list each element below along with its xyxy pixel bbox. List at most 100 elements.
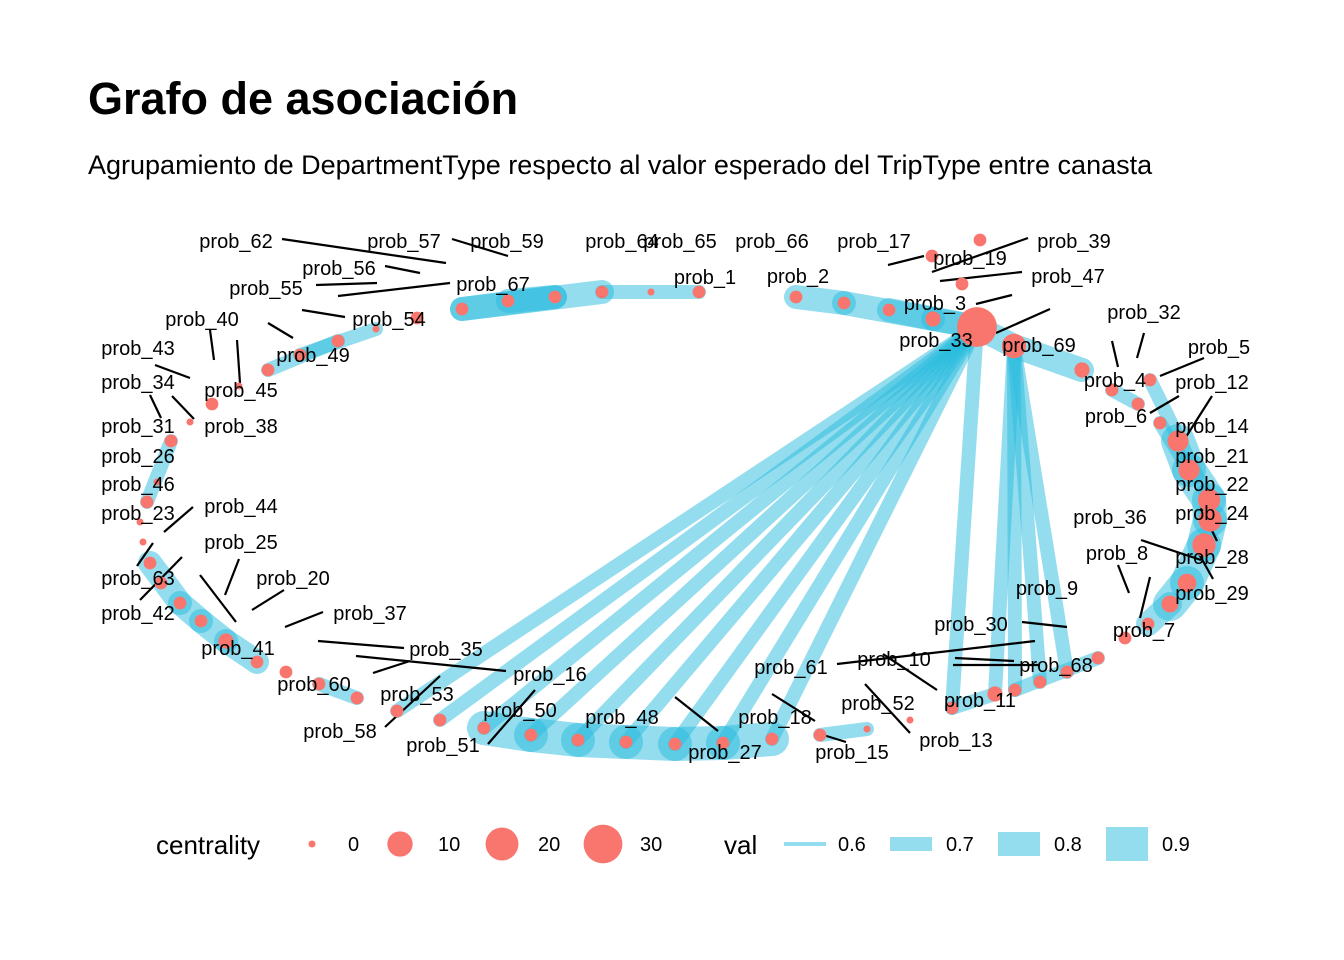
node-label-prob_17: prob_17 (837, 231, 910, 253)
label-leader-line (372, 659, 411, 675)
legend-centrality-label-20: 20 (538, 834, 560, 856)
label-leader-line (1110, 340, 1120, 368)
node-prob_28 (1192, 533, 1216, 557)
node-label-prob_67: prob_67 (456, 274, 529, 296)
node-label-prob_26: prob_26 (101, 446, 174, 468)
node-prob_20 (279, 665, 293, 679)
node-label-prob_25: prob_25 (204, 532, 277, 554)
node-label-prob_12: prob_12 (1175, 372, 1248, 394)
node-prob_58 (433, 713, 447, 727)
label-leader-line (836, 639, 1036, 666)
node-label-prob_13: prob_13 (919, 730, 992, 752)
node-label-prob_20: prob_20 (256, 568, 329, 590)
label-leader-line (284, 610, 324, 629)
node-prob_50 (571, 733, 585, 747)
node-label-prob_14: prob_14 (1175, 416, 1248, 438)
node-prob_47 (955, 277, 969, 291)
node-prob_7 (1161, 595, 1179, 613)
node-label-prob_30: prob_30 (934, 614, 1007, 636)
edge-prob_69-prob_9 (1007, 339, 1074, 679)
node-prob_10 (1008, 683, 1022, 697)
node-prob_29 (1177, 573, 1197, 593)
node-prob_59 (548, 290, 562, 304)
node-prob_2 (789, 290, 803, 304)
node-prob_42 (194, 614, 208, 628)
node-label-prob_22: prob_22 (1175, 474, 1248, 496)
node-label-prob_38: prob_38 (204, 416, 277, 438)
node-label-prob_4: prob_4 (1084, 370, 1146, 392)
label-leader-line (199, 574, 237, 623)
edge-prob_33-prob_61 (945, 320, 984, 715)
label-leader-line (154, 363, 191, 380)
node-prob_38 (164, 434, 178, 448)
node-label-prob_32: prob_32 (1107, 302, 1180, 324)
node-prob_22 (1197, 488, 1221, 512)
node-label-prob_57: prob_57 (367, 231, 440, 253)
label-leader-line (267, 322, 294, 339)
node-prob_54 (372, 325, 380, 333)
node-prob_32 (1105, 383, 1119, 397)
node-label-prob_44: prob_44 (204, 496, 277, 518)
node-prob_61 (945, 701, 959, 715)
node-label-prob_10: prob_10 (857, 649, 930, 671)
label-leader-line (1021, 620, 1068, 629)
label-leader-line (384, 675, 441, 728)
node-prob_18 (765, 732, 779, 746)
node-label-prob_46: prob_46 (101, 474, 174, 496)
node-label-prob_34: prob_34 (101, 372, 174, 394)
node-label-prob_49: prob_49 (276, 345, 349, 367)
label-leader-line (939, 270, 1023, 283)
node-prob_26 (136, 518, 144, 526)
node-label-prob_27: prob_27 (688, 742, 761, 764)
node-prob_3 (925, 311, 941, 327)
legend-centrality-title: centrality (156, 830, 260, 860)
node-prob_41 (250, 655, 264, 669)
edge-prob_57-prob_64 (450, 280, 614, 321)
label-leader-line (149, 394, 162, 419)
node-prob_17 (882, 303, 896, 317)
node-label-prob_24: prob_24 (1175, 503, 1248, 525)
label-leader-line (1138, 576, 1152, 619)
node-label-prob_31: prob_31 (101, 416, 174, 438)
edge-prob_60-prob_37 (312, 677, 364, 705)
label-leader-line (931, 236, 1029, 274)
legend-centrality-label-30: 30 (640, 834, 662, 856)
node-label-prob_66: prob_66 (735, 231, 808, 253)
node-label-prob_68: prob_68 (1019, 655, 1092, 677)
node-label-prob_8: prob_8 (1086, 543, 1148, 565)
label-leader-line (771, 693, 816, 722)
legend-centrality-key-10 (387, 831, 413, 857)
node-label-prob_48: prob_48 (585, 707, 658, 729)
node-label-prob_9: prob_9 (1016, 578, 1078, 600)
node-label-prob_64: prob_64 (585, 231, 658, 253)
node-prob_63 (173, 596, 187, 610)
node-prob_55 (293, 348, 307, 362)
node-label-prob_19: prob_19 (933, 248, 1006, 270)
label-leader-line (171, 395, 195, 420)
node-prob_49 (261, 363, 275, 377)
node-prob_43 (186, 418, 194, 426)
node-label-prob_29: prob_29 (1175, 583, 1248, 605)
node-label-prob_63: prob_63 (101, 568, 174, 590)
node-prob_51 (524, 728, 538, 742)
node-prob_14 (1167, 430, 1189, 452)
node-prob_39 (973, 233, 987, 247)
node-prob_67 (501, 294, 515, 308)
node-label-prob_39: prob_39 (1037, 231, 1110, 253)
node-label-prob_33: prob_33 (899, 330, 972, 352)
node-prob_62 (410, 311, 424, 325)
node-label-prob_53: prob_53 (380, 684, 453, 706)
node-label-prob_69: prob_69 (1002, 335, 1075, 357)
label-leader-line (315, 281, 378, 287)
legend-val-label-0.8: 0.8 (1054, 834, 1082, 856)
node-prob_27 (716, 736, 730, 750)
node-prob_35 (390, 704, 404, 718)
node-prob_4 (1074, 362, 1090, 378)
node-prob_6 (1131, 397, 1145, 411)
edge-prob_33-prob_58 (433, 320, 984, 727)
label-leader-line (1135, 332, 1146, 359)
node-prob_46 (139, 538, 147, 546)
node-label-prob_23: prob_23 (101, 503, 174, 525)
label-leader-line (1198, 553, 1214, 580)
